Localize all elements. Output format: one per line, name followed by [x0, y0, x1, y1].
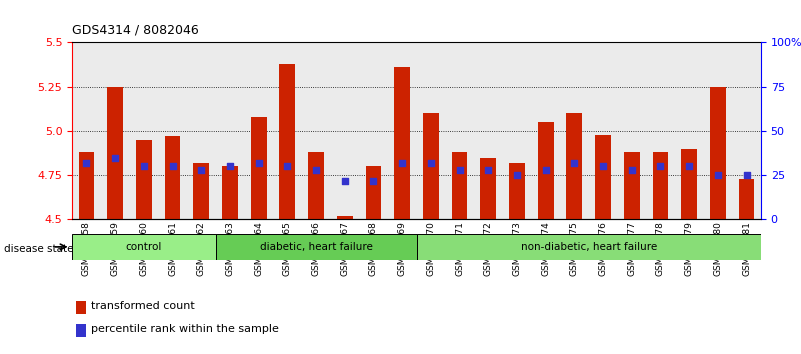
- Point: [223, 164, 236, 169]
- Text: non-diabetic, heart failure: non-diabetic, heart failure: [521, 242, 657, 252]
- Bar: [193, 163, 209, 219]
- Bar: [251, 117, 267, 219]
- Text: disease state: disease state: [4, 244, 74, 253]
- Text: diabetic, heart failure: diabetic, heart failure: [260, 242, 372, 252]
- Bar: [710, 87, 726, 219]
- Point: [510, 172, 523, 178]
- Point: [310, 167, 323, 173]
- Bar: [365, 166, 381, 219]
- Bar: [165, 136, 180, 219]
- Bar: [537, 122, 553, 219]
- Point: [338, 178, 351, 183]
- Point: [740, 172, 753, 178]
- Point: [425, 160, 437, 166]
- Bar: [566, 113, 582, 219]
- Bar: [423, 113, 439, 219]
- Point: [568, 160, 581, 166]
- Bar: [481, 158, 496, 219]
- Point: [166, 164, 179, 169]
- Point: [138, 164, 151, 169]
- Bar: [624, 152, 640, 219]
- Bar: [682, 149, 697, 219]
- Bar: [739, 179, 755, 219]
- Point: [80, 160, 93, 166]
- Point: [367, 178, 380, 183]
- Text: percentile rank within the sample: percentile rank within the sample: [91, 324, 279, 334]
- Point: [195, 167, 207, 173]
- Point: [396, 160, 409, 166]
- Bar: [308, 152, 324, 219]
- Bar: [417, 234, 761, 260]
- Point: [682, 164, 695, 169]
- Point: [482, 167, 495, 173]
- Point: [109, 155, 122, 160]
- Point: [626, 167, 638, 173]
- Bar: [136, 140, 151, 219]
- Bar: [509, 163, 525, 219]
- Bar: [337, 216, 352, 219]
- Text: transformed count: transformed count: [91, 301, 195, 311]
- Bar: [72, 234, 215, 260]
- Bar: [222, 166, 238, 219]
- Bar: [394, 67, 410, 219]
- Point: [453, 167, 466, 173]
- Text: GDS4314 / 8082046: GDS4314 / 8082046: [72, 23, 199, 36]
- Point: [252, 160, 265, 166]
- Point: [654, 164, 667, 169]
- Bar: [452, 152, 468, 219]
- Bar: [595, 135, 611, 219]
- Bar: [78, 152, 95, 219]
- Point: [711, 172, 724, 178]
- Text: control: control: [126, 242, 162, 252]
- Bar: [653, 152, 668, 219]
- Point: [597, 164, 610, 169]
- Bar: [280, 64, 296, 219]
- Bar: [107, 87, 123, 219]
- Bar: [215, 234, 417, 260]
- Point: [281, 164, 294, 169]
- Point: [539, 167, 552, 173]
